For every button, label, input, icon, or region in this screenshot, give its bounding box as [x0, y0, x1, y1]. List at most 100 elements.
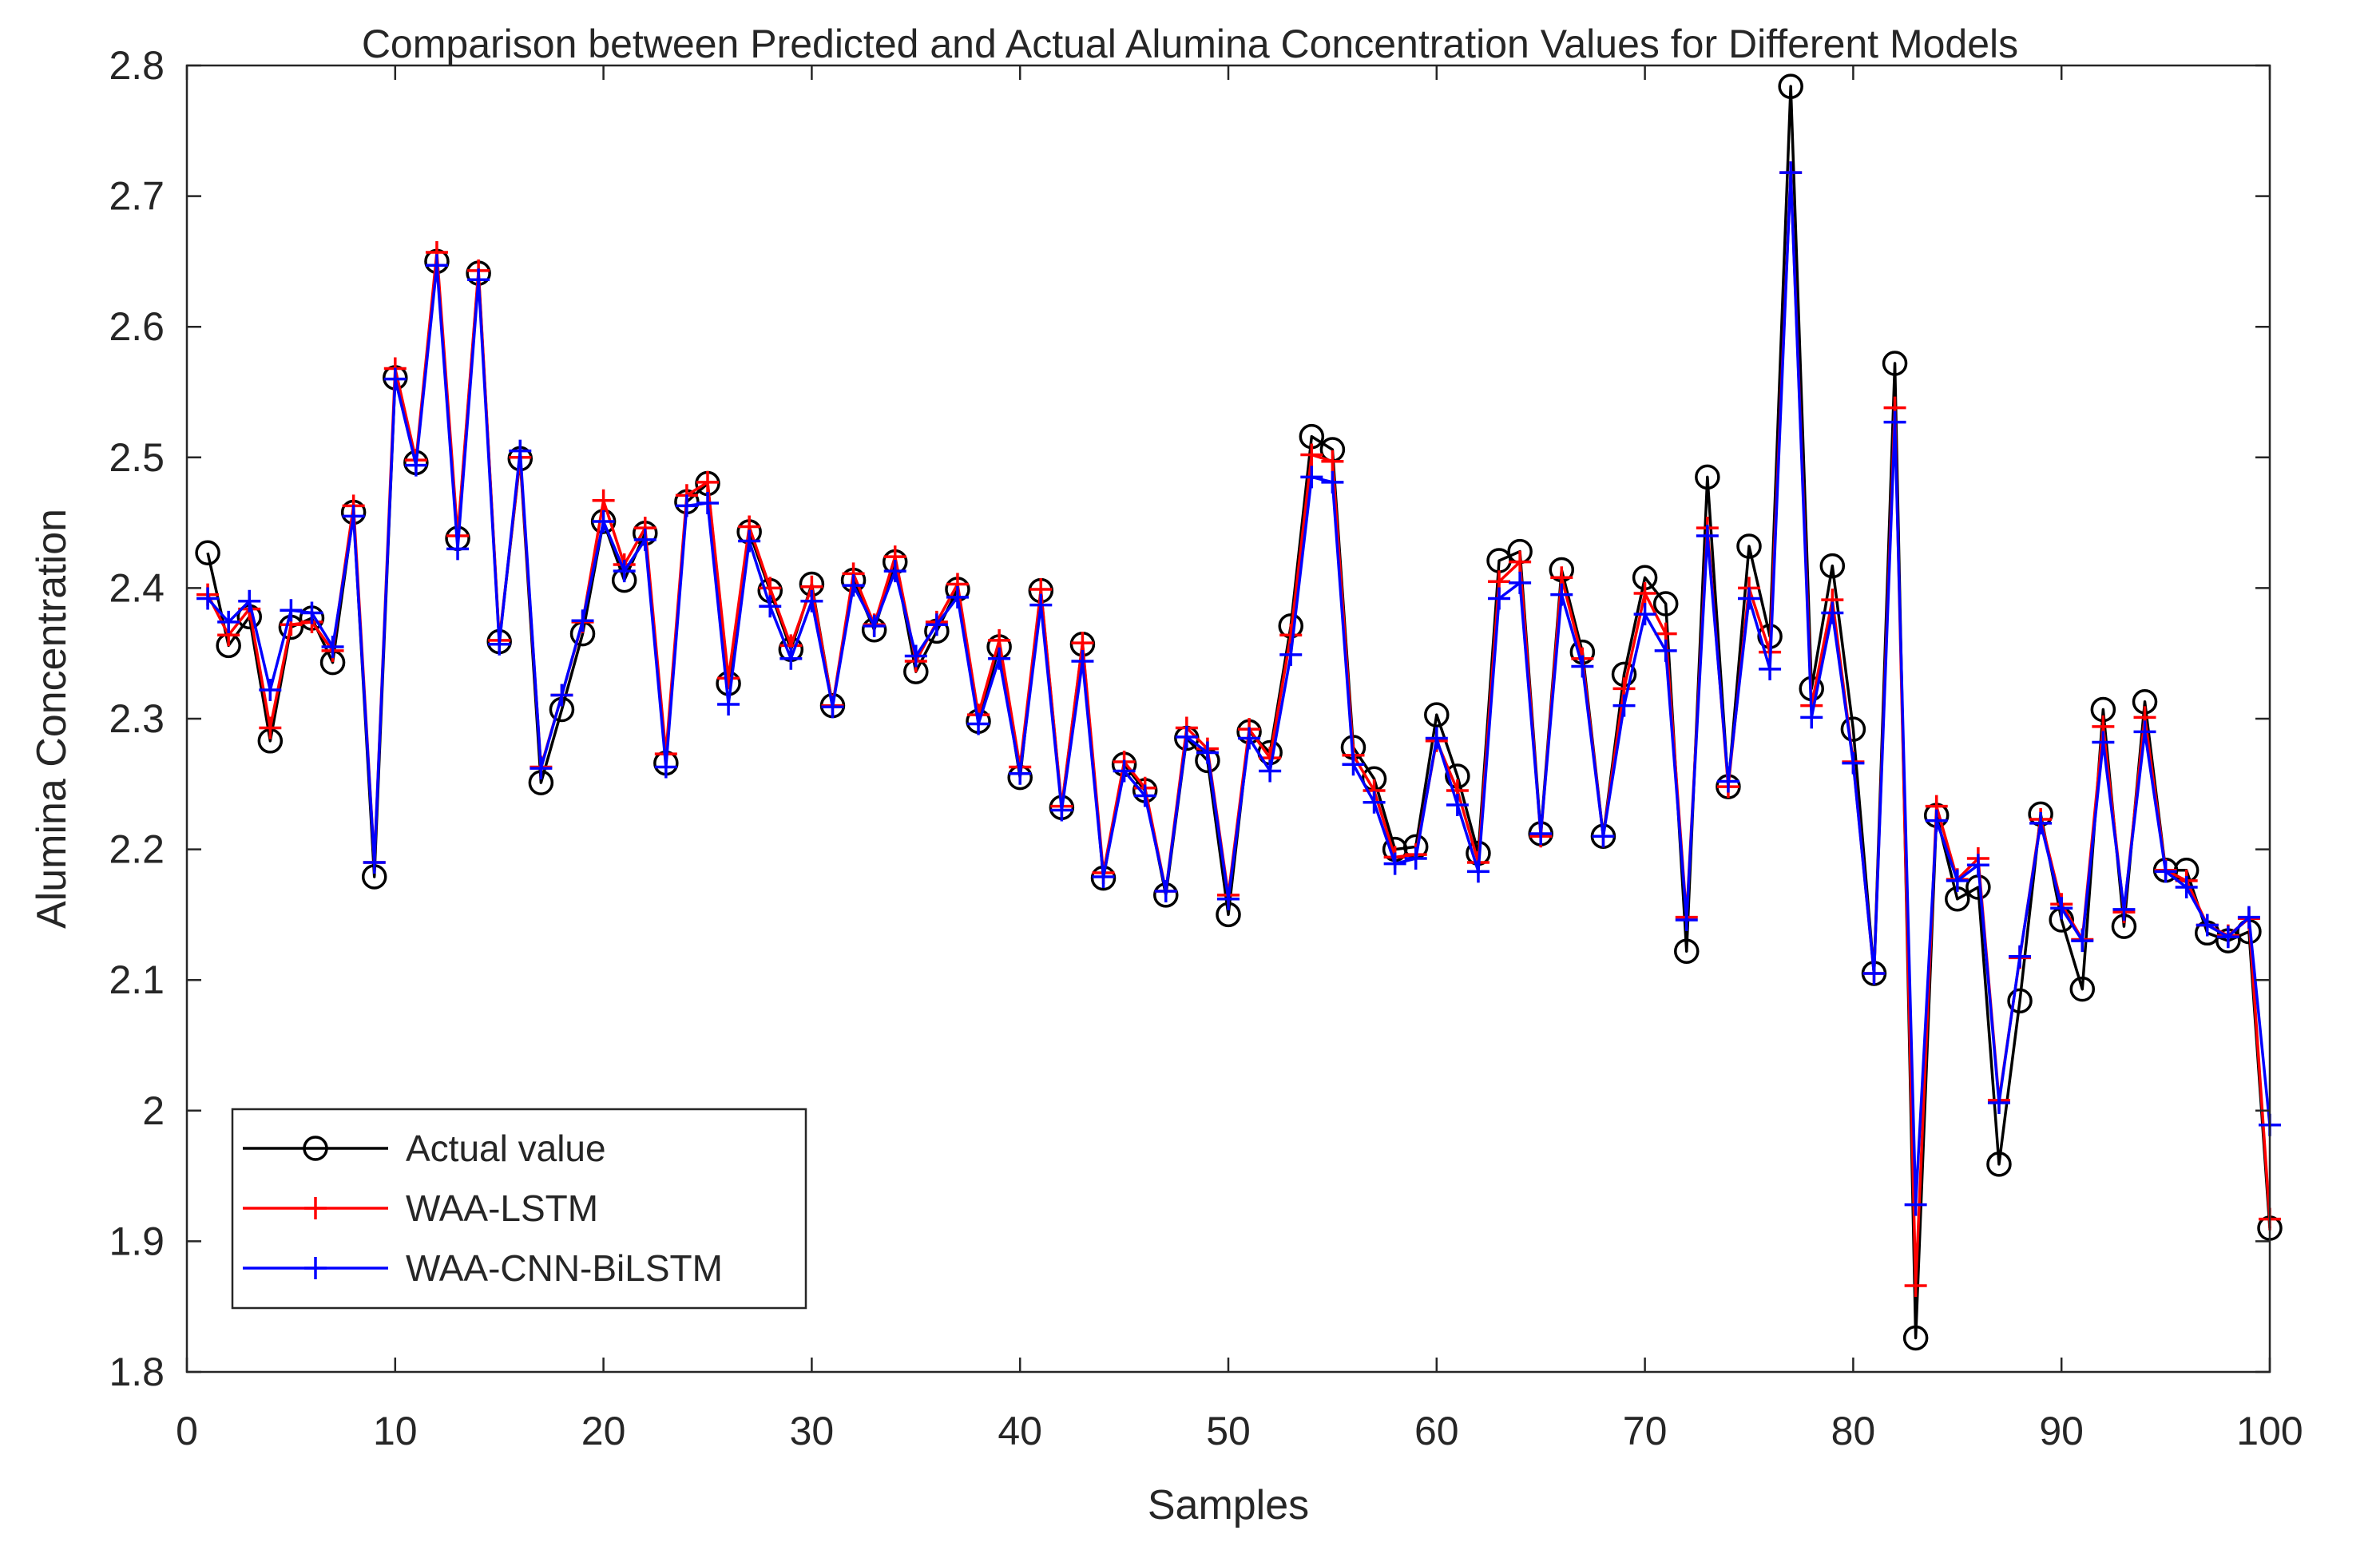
actual-value-point [1819, 553, 1846, 579]
y-tick-label: 2 [142, 1088, 165, 1133]
waa-cnn-bilstm-point [217, 610, 240, 633]
waa-cnn-bilstm-point [883, 560, 906, 583]
x-tick-label: 30 [790, 1409, 835, 1453]
waa-cnn-bilstm-point [1383, 852, 1406, 875]
y-tick-label: 2.4 [109, 565, 165, 610]
x-tick-label: 10 [373, 1409, 418, 1453]
waa-cnn-bilstm-point [2092, 731, 2115, 754]
waa-cnn-bilstm-point [1113, 759, 1136, 783]
waa-cnn-bilstm-point [238, 589, 261, 612]
waa-cnn-bilstm-point [1217, 887, 1240, 910]
waa-cnn-bilstm-point [530, 757, 553, 780]
waa-cnn-bilstm-point [1404, 847, 1427, 870]
waa-cnn-bilstm-point [1633, 603, 1656, 626]
waa-cnn-bilstm-point [1133, 784, 1156, 807]
waa-cnn-bilstm-point [863, 614, 886, 637]
waa-cnn-bilstm-point [2050, 897, 2073, 920]
legend: Actual value WAA-LSTM WAA-CNN-BiLSTM [231, 1108, 807, 1310]
waa-cnn-bilstm-point [1738, 587, 1760, 610]
waa-cnn-bilstm-point [2071, 930, 2094, 953]
waa-cnn-bilstm-point [759, 595, 782, 618]
waa-cnn-bilstm-point [446, 537, 470, 561]
waa-lstm-point [1321, 450, 1344, 473]
waa-cnn-bilstm-point [1966, 854, 1989, 877]
chart-title: Comparison between Predicted and Actual … [362, 22, 2018, 66]
waa-cnn-bilstm-point [1842, 751, 1865, 775]
x-tick-label: 70 [1623, 1409, 1668, 1453]
waa-cnn-bilstm-point [1571, 655, 1594, 678]
waa-lstm-point [717, 667, 740, 690]
x-tick-label: 50 [1206, 1409, 1251, 1453]
y-axis-label: Alumina Concentration [29, 509, 75, 929]
waa-cnn-bilstm-point [779, 647, 803, 670]
waa-cnn-bilstm-point [1654, 639, 1677, 662]
axis-ticks: 0 10 20 30 40 50 60 70 80 90 100 1.8 1.9 2 2.1 2.2 2.3 2.… [109, 43, 2303, 1453]
legend-label: WAA-LSTM [406, 1187, 598, 1229]
waa-lstm-point [696, 470, 719, 494]
actual-value-point [1840, 716, 1866, 742]
waa-cnn-bilstm-point [2237, 906, 2260, 929]
waa-cnn-bilstm-point [1259, 759, 1282, 783]
actual-value-point [2007, 988, 2033, 1014]
y-tick-label: 2.3 [109, 696, 165, 741]
waa-cnn-bilstm-point [1154, 879, 1177, 902]
waa-lstm-point [259, 716, 282, 739]
waa-cnn-bilstm-line [206, 171, 2271, 1207]
x-tick-label: 60 [1414, 1409, 1459, 1453]
actual-value-point [1695, 464, 1720, 490]
waa-cnn-bilstm-point [1300, 466, 1323, 489]
y-tick-label: 2.8 [109, 43, 165, 88]
waa-cnn-bilstm-point [967, 712, 990, 735]
waa-cnn-bilstm-point [321, 636, 344, 659]
actual-value-point [1882, 351, 1908, 376]
actual-value-point [1736, 533, 1762, 559]
waa-cnn-bilstm-point [633, 528, 656, 551]
legend-label: WAA-CNN-BiLSTM [406, 1247, 723, 1289]
waa-cnn-bilstm-point [550, 684, 573, 707]
waa-cnn-bilstm-point [488, 632, 511, 656]
y-tick-label: 2.1 [109, 957, 165, 1002]
x-tick-label: 90 [2039, 1409, 2084, 1453]
waa-cnn-bilstm-point [1550, 583, 1573, 606]
waa-cnn-bilstm-point [467, 268, 490, 291]
waa-cnn-bilstm-point [196, 587, 220, 610]
actual-value-point [1652, 591, 1679, 616]
waa-cnn-bilstm-point [2009, 945, 2032, 968]
waa-cnn-bilstm-point [654, 755, 677, 779]
series-layer [195, 73, 2283, 1351]
waa-cnn-bilstm-point [2154, 860, 2177, 883]
actual-value-point [195, 540, 220, 565]
waa-cnn-bilstm-point [1092, 865, 1115, 888]
actual-value-point [1778, 73, 1803, 99]
waa-cnn-bilstm-point [696, 492, 719, 515]
legend-waa-cnn-bilstm-point [304, 1257, 327, 1279]
y-tick-label: 2.5 [109, 435, 165, 480]
waa-lstm-point [1633, 581, 1656, 605]
waa-cnn-bilstm-point [1009, 762, 1032, 785]
waa-cnn-bilstm-point [925, 613, 948, 636]
waa-cnn-bilstm-point [1696, 524, 1719, 547]
waa-cnn-bilstm-point [1196, 741, 1219, 764]
waa-cnn-bilstm-point [2112, 898, 2136, 921]
actual-value-point [1902, 1325, 1929, 1351]
legend-actual-value-point [303, 1136, 328, 1161]
waa-cnn-bilstm-point [946, 585, 969, 609]
waa-cnn-bilstm-point [1675, 908, 1698, 931]
waa-cnn-bilstm-point [1716, 770, 1739, 793]
x-tick-label: 0 [176, 1409, 198, 1453]
waa-cnn-bilstm-point [1821, 601, 1844, 624]
x-tick-label: 100 [2236, 1409, 2303, 1453]
x-tick-label: 80 [1831, 1409, 1876, 1453]
waa-cnn-bilstm-point [2216, 926, 2239, 949]
waa-cnn-bilstm-point [1509, 571, 1532, 594]
waa-cnn-bilstm-point [300, 601, 323, 624]
waa-cnn-bilstm-point [259, 679, 282, 702]
waa-cnn-bilstm-point [1425, 727, 1448, 750]
waa-cnn-bilstm-point [1050, 799, 1073, 822]
actual-value-point [1986, 1152, 2012, 1177]
waa-cnn-bilstm-point [1987, 1091, 2010, 1114]
waa-cnn-bilstm-point [1238, 727, 1261, 750]
waa-cnn-bilstm-point [821, 696, 844, 719]
legend-entries: Actual value WAA-LSTM WAA-CNN-BiLSTM [243, 1128, 723, 1289]
